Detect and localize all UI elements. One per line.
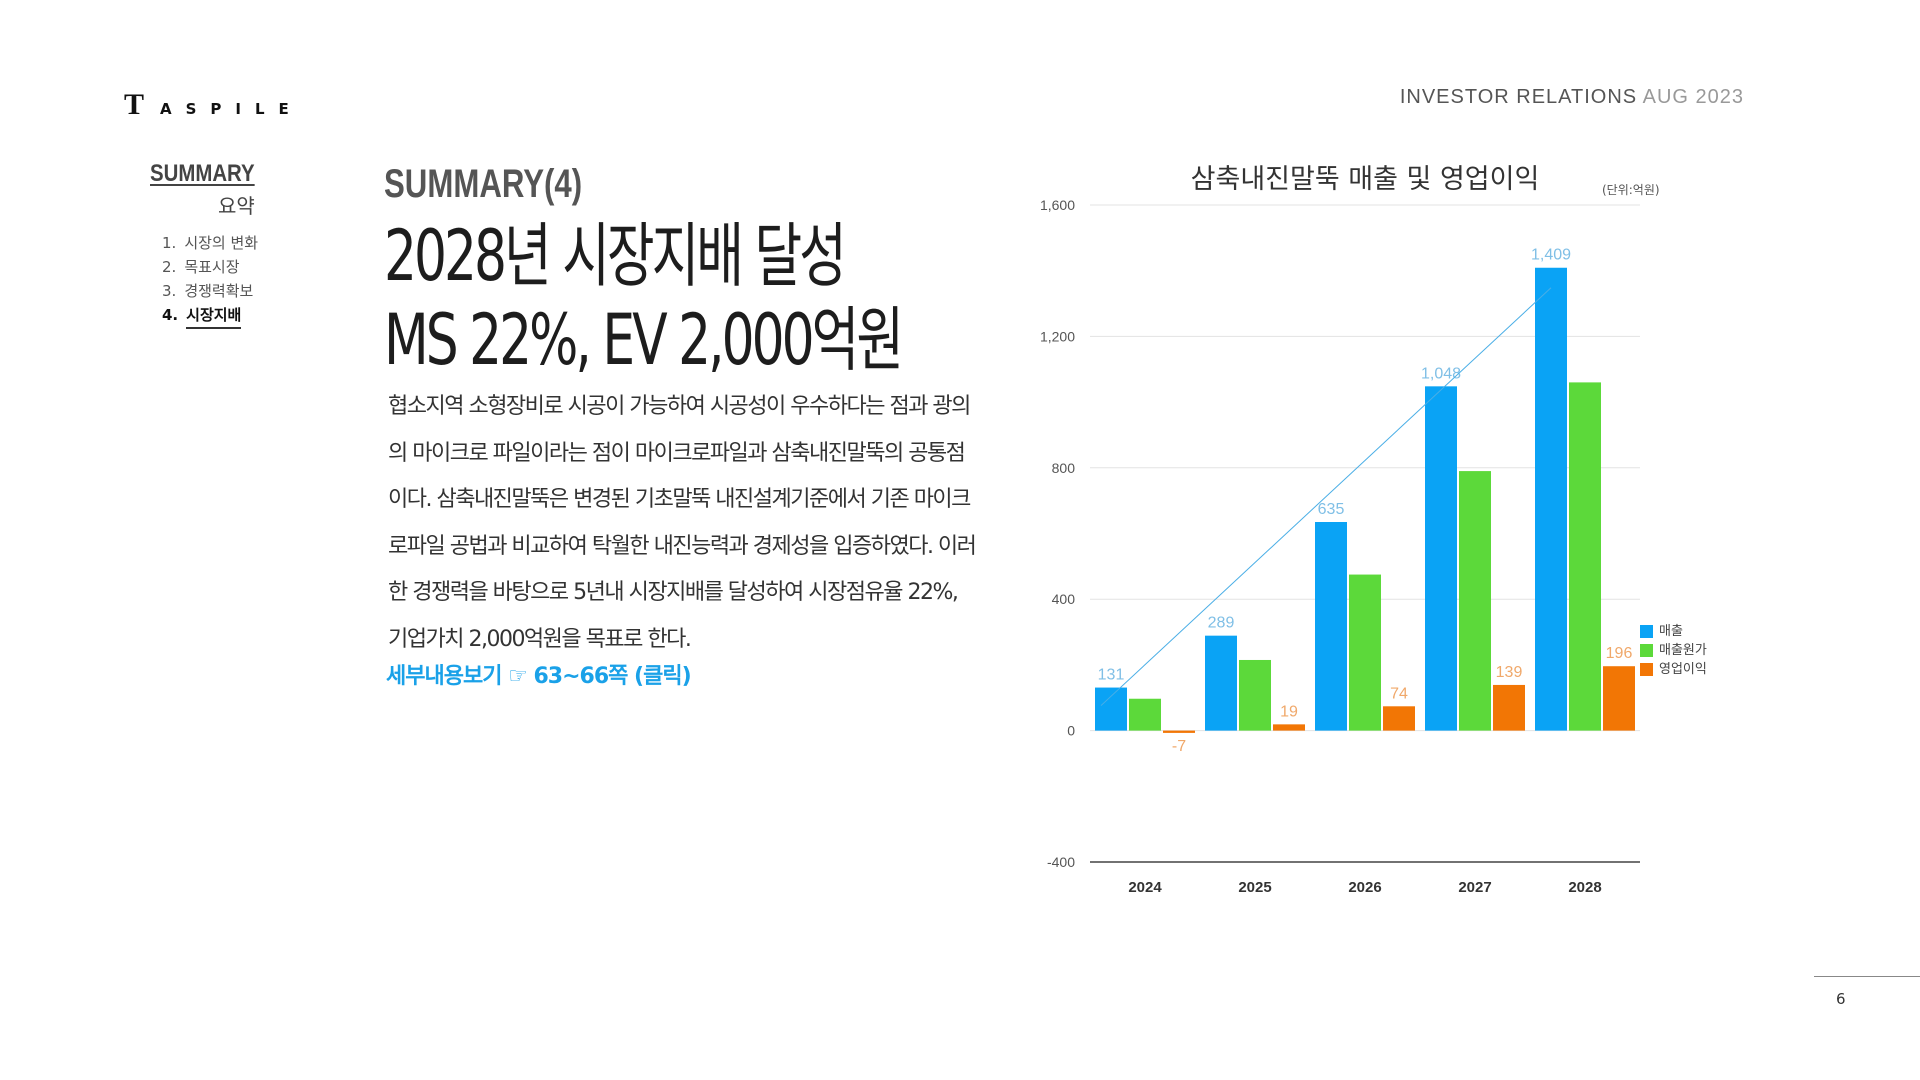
data-label: 74 [1390, 685, 1408, 702]
sidebar-item-market-change[interactable]: 1. 시장의 변화 [162, 231, 273, 255]
page-number: 6 [1836, 990, 1846, 1008]
y-tick-label: 1,200 [1040, 328, 1075, 344]
data-label: 635 [1318, 501, 1345, 518]
sidebar-nav: SUMMARY 요약 1. 시장의 변화 2. 목표시장 3. 경쟁력확보 4.… [150, 160, 273, 329]
sidebar-item-label: 시장의 변화 [184, 234, 259, 252]
bar-영업이익-2028 [1603, 666, 1635, 731]
page-header: INVESTOR RELATIONS AUG 2023 [1400, 86, 1744, 109]
sidebar-item-label: 경쟁력확보 [184, 282, 254, 300]
bar-매출원가-2024 [1129, 698, 1161, 731]
summary-paragraph: 협소지역 소형장비로 시공이 가능하여 시공성이 우수하다는 점과 광의의 마이… [388, 394, 977, 652]
headline-line-2: MS 22%, EV 2,000억원 [384, 299, 904, 381]
bar-영업이익-2026 [1383, 706, 1415, 731]
y-tick-label: 1,600 [1040, 197, 1075, 213]
sidebar-subtitle: 요약 [218, 194, 255, 218]
company-logo: T ASPILE [124, 88, 303, 122]
bar-매출원가-2025 [1239, 659, 1271, 731]
y-tick-label: -400 [1047, 854, 1075, 870]
section-title: SUMMARY(4) [384, 162, 583, 206]
headline: 2028년 시장지배 달성 MS 22%, EV 2,000억원 [384, 214, 904, 382]
sidebar-item-target-market[interactable]: 2. 목표시장 [162, 255, 273, 279]
header-date: AUG 2023 [1642, 86, 1744, 108]
sidebar-item-market-dominance[interactable]: 4. 시장지배 [162, 303, 273, 329]
headline-line-1: 2028년 시장지배 달성 [384, 215, 847, 297]
logo-initial: T [124, 88, 147, 121]
bar-매출-2028 [1535, 267, 1567, 731]
legend-item-cost: 매출원가 [1640, 641, 1707, 660]
sidebar-item-label: 시장지배 [186, 303, 242, 329]
detail-link[interactable]: 세부내용보기 ☞ 63~66쪽 (클릭) [386, 664, 692, 689]
legend-label: 매출원가 [1659, 643, 1707, 658]
data-label: 139 [1496, 664, 1523, 681]
x-tick-label: 2026 [1348, 879, 1381, 896]
legend-item-operating-profit: 영업이익 [1640, 660, 1707, 679]
chart-unit-note: (단위:억원) [1602, 183, 1660, 197]
legend-item-revenue: 매출 [1640, 622, 1707, 641]
data-label: 1,409 [1531, 247, 1571, 264]
data-label: -7 [1172, 738, 1186, 755]
bar-매출-2026 [1315, 522, 1347, 731]
bar-매출원가-2028 [1569, 382, 1601, 731]
bar-영업이익-2024 [1163, 730, 1195, 733]
bar-매출-2025 [1205, 635, 1237, 731]
chart-svg: 삼축내진말뚝 매출 및 영업이익 (단위:억원) 1,600 1,200 800 400 0… [1040, 164, 1660, 896]
data-label: 131 [1098, 667, 1125, 684]
logo-text: ASPILE [160, 100, 303, 118]
header-label: INVESTOR RELATIONS [1399, 86, 1638, 108]
sidebar-title: SUMMARY [150, 160, 255, 187]
bar-영업이익-2025 [1273, 724, 1305, 731]
bar-매출-2027 [1425, 386, 1457, 731]
y-tick-label: 800 [1052, 460, 1076, 476]
data-label: 19 [1280, 703, 1298, 720]
bar-영업이익-2027 [1493, 684, 1525, 731]
x-tick-label: 2027 [1458, 879, 1491, 896]
legend-swatch [1640, 644, 1653, 657]
chart-legend: 매출 매출원가 영업이익 [1640, 622, 1707, 679]
chart-title: 삼축내진말뚝 매출 및 영업이익 [1191, 164, 1540, 195]
footer-divider [1814, 976, 1920, 977]
trend-line [1100, 287, 1552, 706]
sidebar-item-competitiveness[interactable]: 3. 경쟁력확보 [162, 279, 273, 303]
bar-매출-2024 [1095, 687, 1127, 731]
x-tick-label: 2028 [1568, 879, 1601, 896]
bar-매출원가-2026 [1349, 574, 1381, 731]
y-tick-label: 0 [1067, 723, 1075, 739]
x-tick-label: 2024 [1128, 879, 1162, 896]
bar-매출원가-2027 [1459, 471, 1491, 731]
sidebar-item-label: 목표시장 [184, 258, 240, 276]
sidebar-list: 1. 시장의 변화 2. 목표시장 3. 경쟁력확보 4. 시장지배 [162, 231, 273, 329]
legend-label: 영업이익 [1659, 662, 1707, 677]
y-tick-label: 400 [1052, 591, 1076, 607]
data-label: 196 [1606, 645, 1633, 662]
sidebar-item-number: 1. [162, 234, 177, 252]
legend-swatch [1640, 625, 1653, 638]
legend-label: 매출 [1659, 624, 1683, 639]
sidebar-item-number: 2. [162, 258, 177, 276]
legend-swatch [1640, 663, 1653, 676]
data-label: 1,048 [1421, 365, 1461, 382]
sidebar-item-number: 3. [162, 282, 177, 300]
sidebar-item-number: 4. [162, 306, 179, 324]
revenue-chart: 삼축내진말뚝 매출 및 영업이익 (단위:억원) 1,600 1,200 800 400 0… [1030, 160, 1730, 900]
data-label: 289 [1208, 615, 1235, 632]
x-tick-label: 2025 [1238, 879, 1271, 896]
